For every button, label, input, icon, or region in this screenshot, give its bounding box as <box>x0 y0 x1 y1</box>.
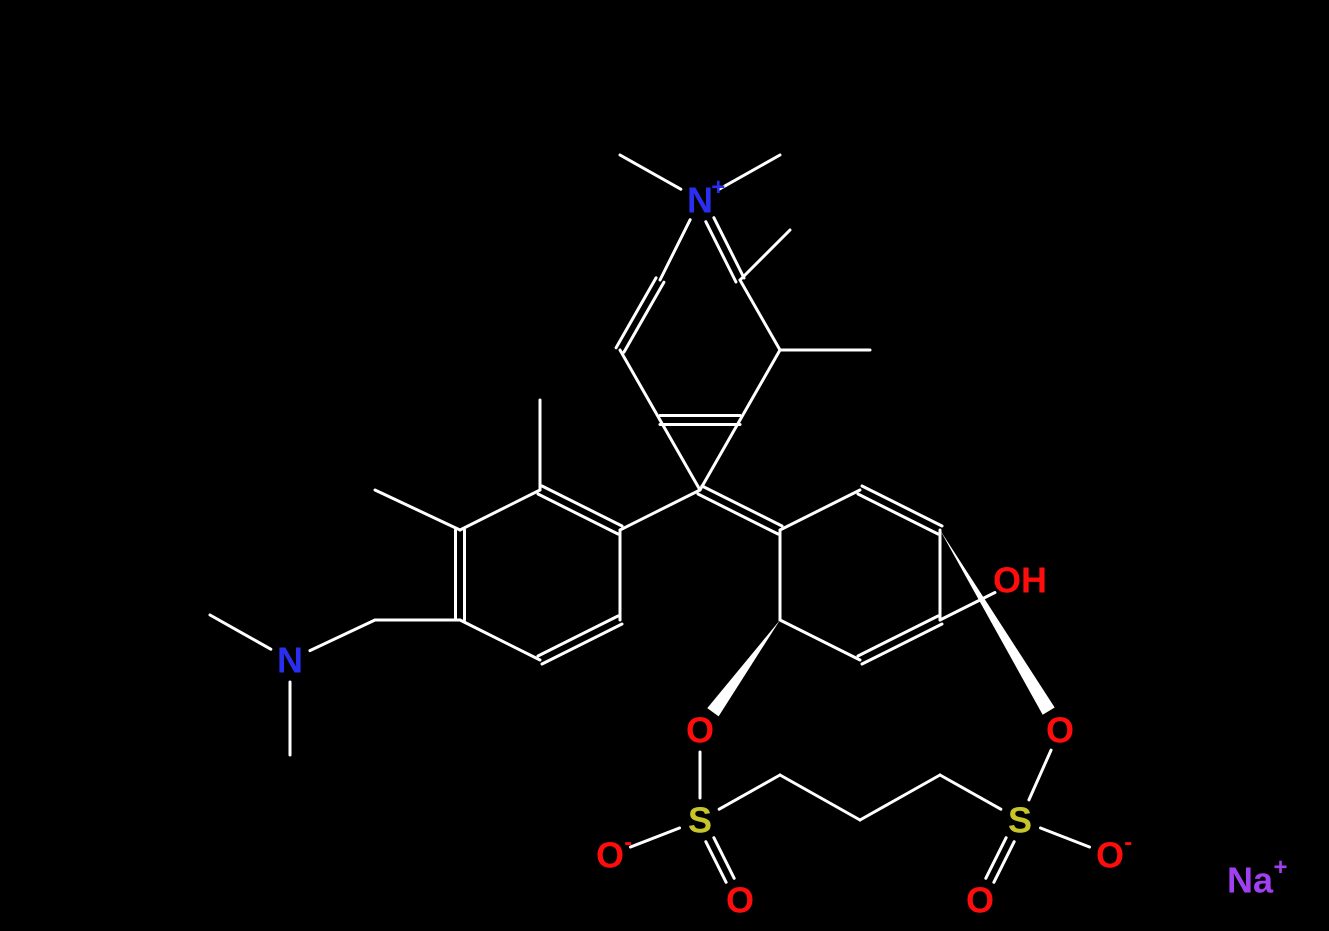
atom-S2_Odb: O <box>966 880 994 921</box>
svg-text:-: - <box>1124 829 1132 856</box>
atom-S1_Odb: O <box>726 880 754 921</box>
svg-text:O: O <box>726 880 754 921</box>
svg-text:+: + <box>1273 854 1287 881</box>
atom-S2: S <box>1008 800 1032 841</box>
atom-N_plus: N+ <box>687 174 725 221</box>
atom-OH: OH <box>993 560 1047 601</box>
svg-text:S: S <box>688 800 712 841</box>
svg-text:O: O <box>1046 710 1074 751</box>
svg-text:O: O <box>966 880 994 921</box>
atom-N_amine: N <box>277 640 303 681</box>
svg-text:O: O <box>596 835 624 876</box>
svg-text:O: O <box>686 710 714 751</box>
molecule-diagram: N+NOHSOOO-SOOO-Na+ <box>0 0 1329 931</box>
svg-text:OH: OH <box>993 560 1047 601</box>
svg-text:Na: Na <box>1227 860 1274 901</box>
atom-S1: S <box>688 800 712 841</box>
atom-S2_Oeq: O <box>1046 710 1074 751</box>
svg-text:-: - <box>624 829 632 856</box>
atom-Na: Na+ <box>1227 854 1288 901</box>
svg-text:+: + <box>711 174 725 201</box>
svg-text:S: S <box>1008 800 1032 841</box>
atom-S1_Oeq: O <box>686 710 714 751</box>
svg-text:O: O <box>1096 835 1124 876</box>
atom-S2_Omin: O- <box>1096 829 1132 876</box>
svg-text:N: N <box>687 180 713 221</box>
svg-text:N: N <box>277 640 303 681</box>
atom-S1_Omin: O- <box>596 829 632 876</box>
